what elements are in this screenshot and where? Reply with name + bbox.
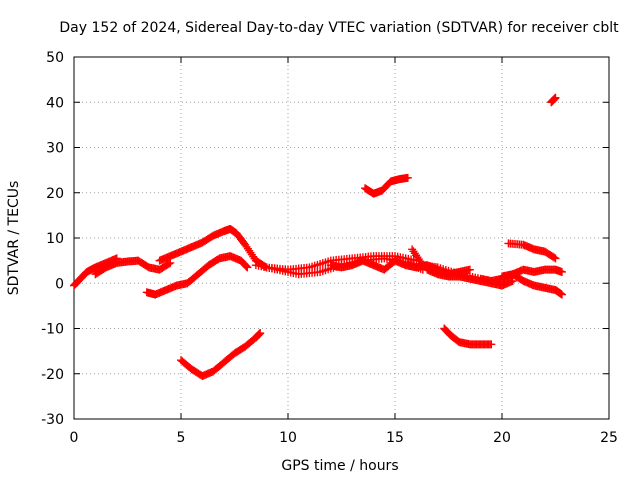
data-series: [70, 93, 566, 381]
data-point: [166, 258, 175, 267]
x-tick-label: 20: [493, 430, 511, 446]
series-arc-15: [412, 261, 474, 279]
y-tick-label: 20: [46, 186, 64, 202]
data-point: [256, 329, 265, 338]
data-point: [550, 253, 559, 262]
series-arc-8: [361, 173, 412, 198]
x-tick-label: 5: [177, 430, 186, 446]
series-arc-7: [177, 329, 265, 381]
chart-title: Day 152 of 2024, Sidereal Day-to-day VTE…: [59, 20, 619, 36]
data-point: [241, 261, 250, 270]
x-tick-label: 0: [70, 430, 79, 446]
y-tick-label: -20: [41, 367, 64, 383]
y-axis-label: SDTVAR / TECUs: [6, 181, 22, 296]
x-tick-label: 15: [386, 430, 404, 446]
y-tick-label: 50: [46, 50, 64, 66]
data-point: [557, 267, 566, 276]
y-tick-label: -30: [41, 412, 64, 428]
y-tick-label: -10: [41, 322, 64, 338]
data-point: [551, 93, 560, 102]
data-point: [465, 265, 474, 274]
y-tick-label: 10: [46, 231, 64, 247]
series-arc-1: [70, 254, 121, 290]
data-point: [551, 254, 560, 263]
series-arc-13: [504, 239, 560, 263]
x-axis-label: GPS time / hours: [281, 458, 398, 474]
y-tick-label: 40: [46, 95, 64, 111]
grid-lines: [74, 57, 609, 419]
data-point: [243, 263, 252, 272]
x-tick-label: 25: [600, 430, 618, 446]
axis-ticks: 0 5 10 15 20 25 -30 -20 -10 0 10 20 30 40 50: [41, 50, 618, 446]
x-tick-label: 10: [279, 430, 297, 446]
data-point: [242, 262, 251, 271]
series-arc-14: [440, 324, 496, 349]
series-arc-2: [91, 256, 175, 279]
series-arc-12: [498, 270, 566, 299]
y-tick-label: 30: [46, 141, 64, 157]
y-tick-label: 0: [55, 276, 64, 292]
data-point: [508, 276, 517, 285]
data-point: [487, 340, 496, 349]
data-point: [403, 173, 412, 182]
series-arc-9: [547, 93, 560, 107]
series-arc-4: [142, 252, 252, 299]
data-point: [557, 290, 566, 299]
data-point: [164, 259, 173, 268]
